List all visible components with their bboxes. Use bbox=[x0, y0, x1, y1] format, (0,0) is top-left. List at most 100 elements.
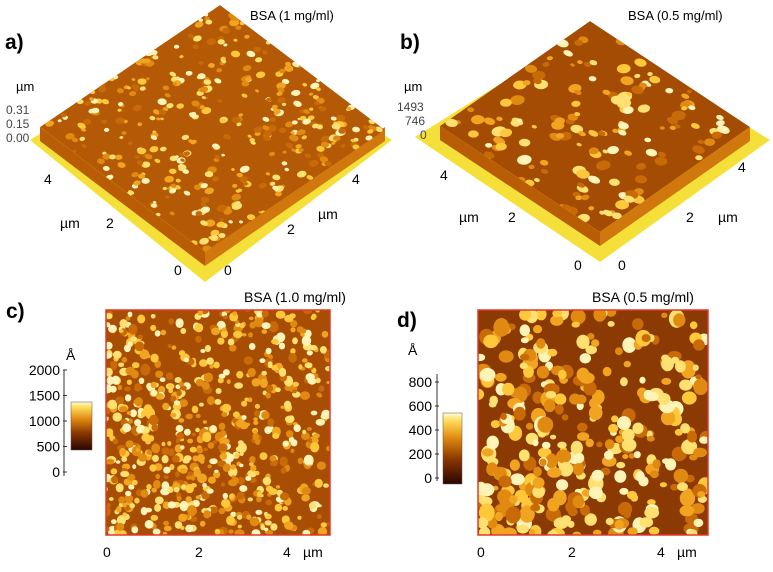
protein-aggregate bbox=[204, 187, 214, 195]
protein-aggregate bbox=[547, 530, 559, 535]
protein-aggregate bbox=[291, 148, 296, 152]
protein-aggregate bbox=[675, 360, 686, 373]
protein-aggregate bbox=[225, 453, 234, 463]
protein-aggregate bbox=[131, 172, 139, 178]
protein-aggregate bbox=[321, 330, 329, 338]
protein-aggregate bbox=[125, 490, 132, 497]
protein-aggregate bbox=[125, 440, 134, 449]
panel-a-left-tick: 4 bbox=[44, 171, 52, 187]
protein-aggregate bbox=[239, 322, 245, 329]
protein-aggregate bbox=[60, 113, 67, 118]
protein-aggregate bbox=[194, 323, 204, 333]
protein-aggregate bbox=[205, 219, 216, 227]
protein-aggregate bbox=[271, 104, 278, 110]
protein-aggregate bbox=[319, 106, 327, 112]
protein-aggregate bbox=[211, 176, 220, 182]
protein-aggregate bbox=[278, 127, 287, 134]
protein-aggregate bbox=[241, 415, 247, 420]
protein-aggregate bbox=[222, 27, 231, 34]
protein-aggregate bbox=[156, 117, 161, 121]
protein-aggregate bbox=[171, 455, 180, 463]
protein-aggregate bbox=[117, 102, 124, 107]
protein-aggregate bbox=[168, 388, 174, 394]
protein-aggregate bbox=[279, 492, 290, 501]
protein-aggregate bbox=[319, 156, 329, 163]
protein-aggregate bbox=[632, 422, 644, 435]
protein-aggregate bbox=[556, 479, 569, 491]
protein-aggregate bbox=[167, 343, 172, 349]
protein-aggregate bbox=[150, 49, 158, 56]
protein-aggregate bbox=[556, 449, 572, 464]
protein-aggregate bbox=[130, 369, 139, 379]
protein-aggregate bbox=[122, 502, 127, 508]
protein-aggregate bbox=[537, 416, 554, 433]
panel-c-z-tick: 500 bbox=[37, 439, 61, 455]
protein-aggregate bbox=[539, 458, 547, 467]
protein-aggregate bbox=[290, 131, 295, 135]
protein-aggregate bbox=[290, 439, 298, 447]
protein-aggregate bbox=[126, 86, 131, 90]
protein-aggregate bbox=[236, 370, 244, 379]
protein-aggregate bbox=[110, 361, 118, 368]
protein-aggregate bbox=[626, 92, 633, 96]
protein-aggregate bbox=[207, 442, 215, 449]
protein-aggregate bbox=[124, 494, 134, 503]
protein-aggregate bbox=[149, 146, 159, 153]
protein-aggregate bbox=[173, 44, 180, 49]
protein-aggregate bbox=[524, 64, 538, 73]
protein-aggregate bbox=[207, 464, 212, 469]
protein-aggregate bbox=[127, 341, 133, 347]
protein-aggregate bbox=[620, 377, 628, 387]
protein-aggregate bbox=[670, 483, 679, 491]
protein-aggregate bbox=[225, 438, 230, 444]
panel-d-z-tick: 200 bbox=[409, 446, 433, 462]
protein-aggregate bbox=[362, 125, 369, 130]
protein-aggregate bbox=[121, 456, 128, 463]
protein-aggregate bbox=[500, 412, 507, 420]
protein-aggregate bbox=[149, 414, 159, 426]
protein-aggregate bbox=[215, 388, 222, 394]
panel-c-z-unit: Å bbox=[66, 347, 76, 363]
protein-aggregate bbox=[193, 35, 202, 42]
protein-aggregate bbox=[152, 201, 157, 204]
protein-aggregate bbox=[674, 124, 681, 129]
protein-aggregate bbox=[232, 183, 238, 188]
protein-aggregate bbox=[255, 57, 263, 63]
protein-aggregate bbox=[265, 347, 272, 355]
protein-aggregate bbox=[196, 447, 204, 454]
protein-aggregate bbox=[588, 206, 595, 211]
protein-aggregate bbox=[624, 150, 632, 156]
protein-aggregate bbox=[692, 364, 699, 371]
protein-aggregate bbox=[269, 181, 276, 186]
protein-aggregate bbox=[495, 142, 507, 151]
protein-aggregate bbox=[237, 514, 243, 520]
protein-aggregate bbox=[478, 526, 491, 535]
protein-aggregate bbox=[253, 429, 258, 434]
protein-aggregate bbox=[214, 78, 222, 84]
protein-aggregate bbox=[320, 141, 329, 148]
protein-aggregate bbox=[239, 451, 244, 457]
protein-aggregate bbox=[311, 438, 316, 443]
protein-aggregate bbox=[669, 125, 677, 130]
protein-aggregate bbox=[106, 430, 114, 438]
protein-aggregate bbox=[181, 484, 187, 490]
protein-aggregate bbox=[163, 520, 170, 526]
protein-aggregate bbox=[284, 65, 294, 72]
protein-aggregate bbox=[486, 435, 499, 450]
protein-aggregate bbox=[169, 168, 177, 174]
protein-aggregate bbox=[265, 485, 274, 493]
protein-aggregate bbox=[115, 117, 125, 124]
protein-aggregate bbox=[555, 404, 564, 415]
protein-aggregate bbox=[219, 118, 227, 124]
protein-aggregate bbox=[229, 344, 237, 352]
protein-aggregate bbox=[631, 85, 644, 95]
protein-aggregate bbox=[122, 423, 132, 433]
protein-aggregate bbox=[323, 483, 329, 488]
panel-a-right-tick: 4 bbox=[352, 171, 360, 187]
protein-aggregate bbox=[131, 479, 138, 486]
protein-aggregate bbox=[106, 367, 113, 377]
protein-aggregate bbox=[660, 410, 676, 426]
panel-c-border bbox=[105, 309, 331, 536]
protein-aggregate bbox=[223, 43, 228, 47]
